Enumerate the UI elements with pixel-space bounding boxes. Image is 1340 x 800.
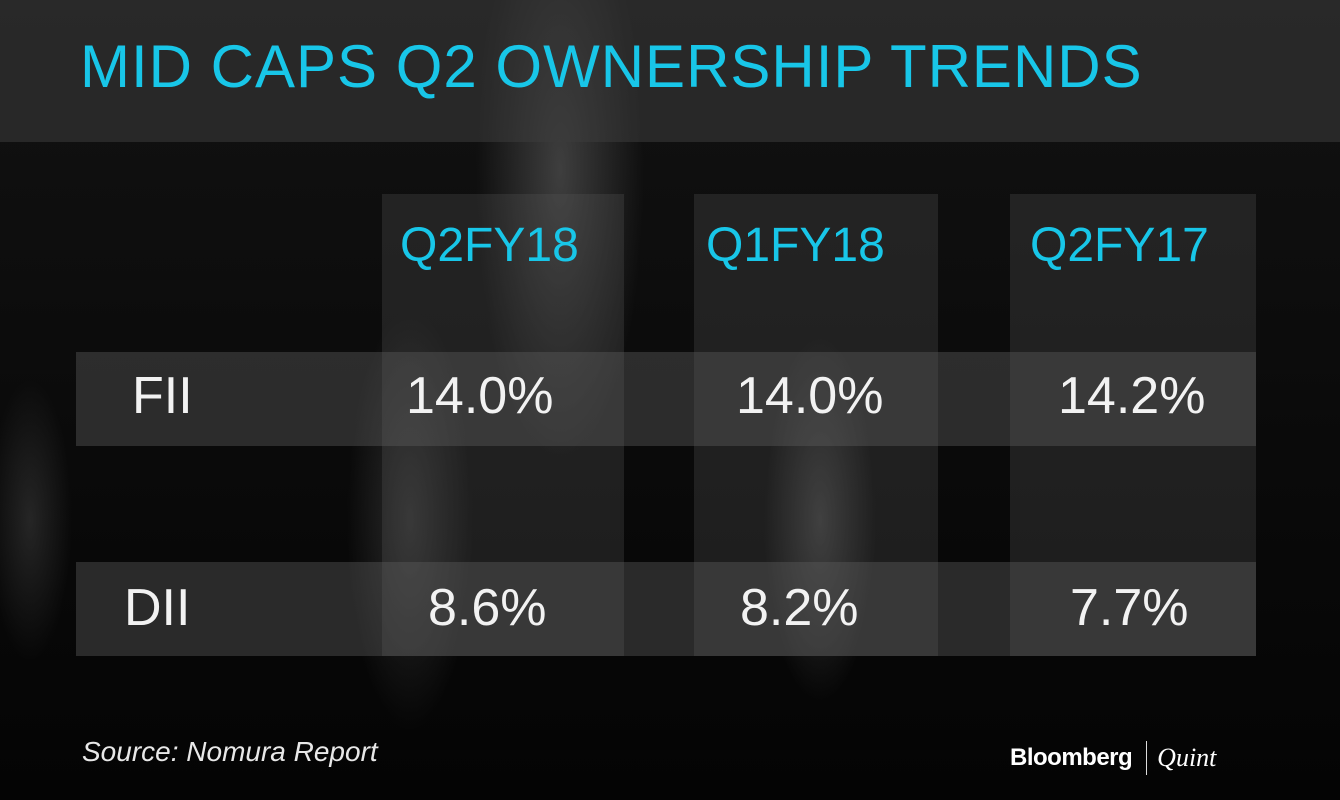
column-header: Q2FY17 bbox=[1030, 219, 1209, 272]
brand-quint: Quint bbox=[1157, 743, 1217, 772]
table-cell: 8.2% bbox=[740, 579, 859, 637]
brand-divider bbox=[1146, 741, 1148, 775]
table-cell: 7.7% bbox=[1070, 579, 1189, 637]
source-note: Source: Nomura Report bbox=[82, 736, 378, 767]
row-label-fii: FII bbox=[132, 367, 193, 425]
table-cell: 14.2% bbox=[1058, 367, 1206, 425]
chart-title: MID CAPS Q2 OWNERSHIP TRENDS bbox=[80, 33, 1143, 100]
table-cell: 8.6% bbox=[428, 579, 547, 637]
column-band-q2fy17 bbox=[1010, 194, 1256, 656]
table-cell: 14.0% bbox=[406, 367, 554, 425]
column-header: Q1FY18 bbox=[706, 219, 885, 272]
row-band-dii bbox=[76, 562, 1256, 656]
column-band-q2fy18 bbox=[382, 194, 624, 656]
row-label-dii: DII bbox=[124, 579, 191, 637]
row-band-fii bbox=[76, 352, 1256, 446]
brand-logo: Bloomberg Quint bbox=[1010, 740, 1216, 776]
title-bar: MID CAPS Q2 OWNERSHIP TRENDS bbox=[0, 0, 1340, 142]
brand-bloomberg: Bloomberg bbox=[1010, 744, 1133, 771]
table-cell: 14.0% bbox=[736, 367, 884, 425]
column-band-q1fy18 bbox=[694, 194, 938, 656]
column-header: Q2FY18 bbox=[400, 219, 579, 272]
